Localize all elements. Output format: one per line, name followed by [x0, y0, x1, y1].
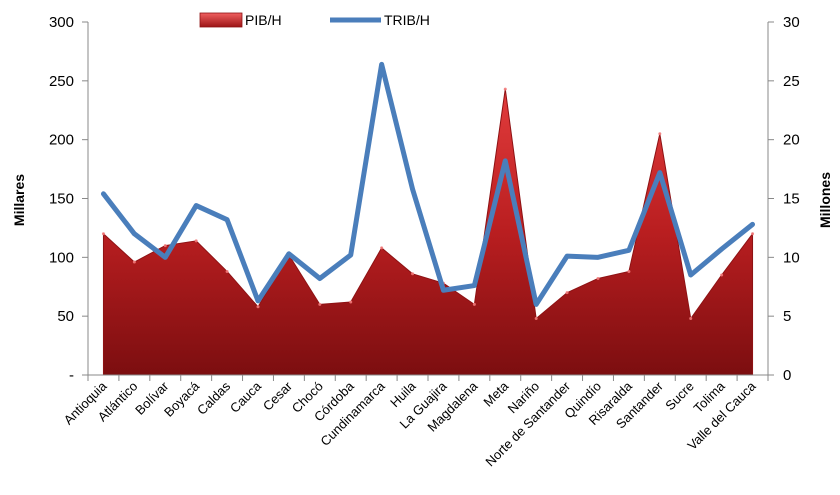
line-point-16	[565, 254, 570, 259]
area-point-19	[658, 132, 662, 136]
area-point-21	[720, 273, 724, 277]
area-point-9	[349, 300, 353, 304]
line-point-9	[348, 252, 353, 257]
y-axis-right-title: Millones	[817, 172, 833, 228]
area-point-5	[225, 269, 229, 273]
plot-area	[100, 61, 756, 376]
line-point-12	[441, 288, 446, 293]
line-point-5	[225, 217, 230, 222]
line-point-1	[101, 191, 106, 196]
area-point-2	[132, 260, 136, 264]
area-point-16	[565, 291, 569, 295]
y-right-tick-label: 25	[783, 73, 800, 90]
line-point-4	[194, 203, 199, 208]
area-point-4	[194, 239, 198, 243]
line-point-11	[410, 187, 415, 192]
legend-label-pib-h: PIB/H	[245, 12, 282, 28]
y-left-tick-label: 250	[49, 73, 74, 90]
y-left-tick-label: 150	[49, 191, 74, 208]
y-right-tick-label: 5	[783, 308, 791, 325]
line-point-3	[163, 255, 168, 260]
y-right-tick-label: 15	[783, 191, 800, 208]
y-right-tick-label: 0	[783, 367, 791, 384]
line-point-7	[286, 251, 291, 256]
y-axis-left-title: Millares	[11, 174, 27, 226]
line-point-13	[472, 283, 477, 288]
y-left-tick-label: -	[69, 367, 74, 384]
line-point-18	[626, 248, 631, 253]
x-category-label: Boyacá	[161, 378, 203, 420]
series-line-trib-h	[100, 61, 756, 307]
line-point-19	[657, 170, 662, 175]
axes: -50100150200250300051015202530AntioquiaA…	[11, 14, 833, 469]
x-category-label: Cauca	[227, 378, 265, 416]
area-point-17	[596, 277, 600, 281]
area-point-8	[318, 302, 322, 306]
area-point-15	[534, 317, 538, 321]
area-point-3	[163, 244, 167, 248]
y-left-tick-label: 200	[49, 132, 74, 149]
y-right-tick-label: 30	[783, 14, 800, 31]
x-category-label: Cesar	[260, 378, 296, 414]
area-point-10	[380, 246, 384, 250]
legend-swatch-pib-h	[199, 12, 243, 28]
y-right-tick-label: 10	[783, 249, 800, 266]
line-point-17	[596, 255, 600, 260]
area-point-18	[627, 269, 631, 273]
line-point-10	[379, 62, 384, 67]
line-point-15	[534, 302, 539, 307]
area-point-13	[472, 302, 476, 306]
line-point-14	[503, 158, 508, 163]
x-category-label: Caldas	[194, 378, 234, 418]
y-left-tick-label: 300	[49, 14, 74, 31]
area-point-6	[256, 305, 260, 309]
line-point-21	[719, 247, 724, 252]
x-category-label: Sucre	[662, 379, 697, 414]
line-point-8	[317, 276, 322, 281]
area-point-14	[503, 87, 507, 91]
area-point-22	[751, 232, 755, 236]
area-point-11	[411, 272, 415, 276]
line-point-6	[256, 298, 260, 303]
line-point-2	[132, 231, 137, 236]
line-point-22	[750, 222, 755, 227]
y-right-tick-label: 20	[783, 132, 800, 149]
area-point-1	[101, 232, 105, 236]
y-left-tick-label: 100	[49, 249, 74, 266]
legend: PIB/H TRIB/H	[199, 12, 430, 28]
area-point-20	[689, 317, 693, 321]
legend-label-trib-h: TRIB/H	[384, 12, 430, 28]
y-left-tick-label: 50	[57, 308, 74, 325]
line-point-20	[688, 272, 693, 277]
